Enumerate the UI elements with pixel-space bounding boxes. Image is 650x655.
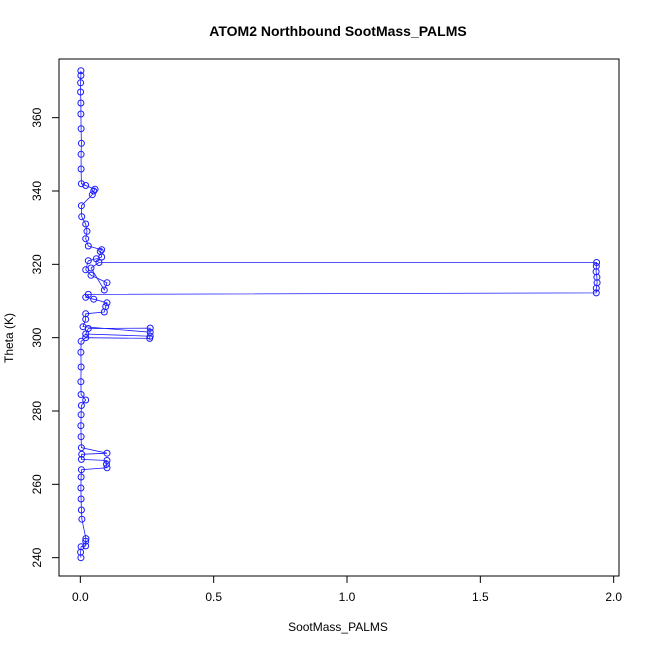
- data-point: [82, 535, 90, 543]
- data-point: [77, 337, 85, 345]
- data-point: [77, 88, 85, 96]
- data-point: [77, 110, 85, 118]
- data-point: [84, 290, 92, 298]
- y-tick-label: 340: [30, 181, 44, 201]
- x-tick-label: 0.5: [205, 590, 222, 604]
- data-point: [77, 99, 85, 107]
- data-point: [146, 332, 154, 340]
- data-point: [82, 266, 90, 274]
- data-point: [82, 182, 90, 189]
- x-tick-label: 2.0: [605, 590, 622, 604]
- data-point: [103, 449, 111, 457]
- plot-area-frame: [58, 58, 620, 577]
- data-point: [77, 67, 85, 75]
- data-point: [593, 259, 601, 266]
- series-layer: [77, 67, 601, 562]
- data-point: [82, 235, 90, 243]
- data-point: [84, 242, 92, 250]
- data-point: [146, 324, 154, 332]
- data-point: [102, 303, 110, 310]
- data-point: [77, 125, 85, 133]
- data-point: [103, 299, 111, 307]
- x-tick-label: 1.0: [339, 590, 356, 604]
- data-point: [90, 187, 98, 195]
- data-point: [78, 213, 86, 221]
- y-tick-label: 240: [30, 547, 44, 567]
- y-tick-label: 300: [30, 327, 44, 347]
- data-point: [77, 402, 85, 409]
- data-point: [592, 289, 600, 297]
- series-line: [80, 70, 598, 558]
- data-point: [82, 220, 90, 228]
- data-point: [77, 433, 85, 441]
- data-point: [592, 262, 600, 270]
- data-point: [103, 460, 110, 468]
- data-point: [91, 185, 99, 193]
- data-point: [96, 248, 104, 255]
- data-point: [77, 411, 85, 419]
- data-point: [82, 310, 90, 318]
- data-point: [78, 515, 86, 523]
- data-point: [77, 506, 85, 514]
- data-point: [77, 543, 85, 551]
- data-point: [78, 450, 86, 458]
- data-point: [77, 348, 85, 356]
- data-point: [77, 466, 85, 474]
- data-point: [88, 191, 96, 199]
- x-tick-label: 0.0: [72, 590, 89, 604]
- data-point: [77, 455, 85, 463]
- data-point: [77, 444, 85, 452]
- data-point: [100, 286, 108, 294]
- y-tick-label: 260: [30, 474, 44, 494]
- data-point: [90, 295, 98, 303]
- data-point: [103, 464, 111, 472]
- data-point: [82, 396, 90, 404]
- data-point: [82, 330, 90, 338]
- data-point: [77, 202, 85, 210]
- data-point: [79, 323, 87, 331]
- data-point: [87, 271, 95, 279]
- data-point: [77, 495, 85, 503]
- y-axis: 240 260 280 300 320 340 360: [30, 107, 60, 568]
- y-axis-label: Theta (K): [2, 313, 16, 363]
- data-point: [82, 542, 90, 550]
- y-tick-label: 280: [30, 401, 44, 421]
- data-point: [82, 537, 90, 545]
- data-point: [83, 227, 91, 235]
- data-point: [103, 279, 111, 287]
- data-point: [84, 257, 92, 265]
- data-point: [77, 391, 85, 398]
- data-point: [82, 334, 90, 342]
- x-axis: 0.0 0.5 1.0 1.5 2.0: [72, 575, 622, 604]
- data-point: [77, 422, 85, 430]
- data-point: [103, 457, 111, 464]
- y-tick-label: 360: [30, 107, 44, 127]
- data-point: [77, 363, 85, 371]
- data-point: [77, 79, 85, 87]
- data-point: [77, 72, 85, 79]
- chart-title: ATOM2 Northbound SootMass_PALMS: [209, 23, 466, 39]
- data-point: [146, 328, 154, 336]
- data-point: [77, 484, 85, 492]
- data-point: [77, 139, 85, 147]
- data-point: [77, 180, 85, 188]
- y-tick-label: 320: [30, 254, 44, 274]
- data-point: [77, 165, 85, 173]
- data-point: [77, 150, 85, 158]
- data-point: [77, 473, 85, 481]
- x-axis-label: SootMass_PALMS: [288, 620, 388, 634]
- x-tick-label: 1.5: [472, 590, 489, 604]
- data-point: [98, 246, 106, 254]
- data-point: [77, 378, 85, 386]
